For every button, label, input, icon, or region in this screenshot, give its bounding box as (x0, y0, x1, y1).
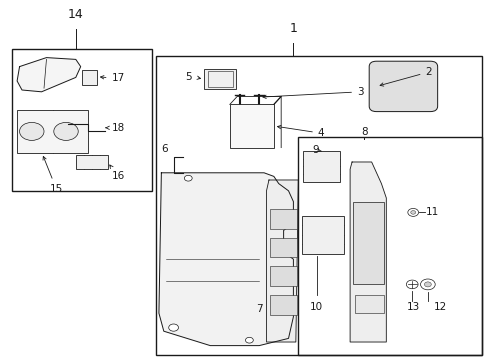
Text: 16: 16 (109, 165, 124, 181)
Circle shape (184, 175, 192, 181)
Bar (229, 104, 273, 148)
Bar (76, 155, 107, 169)
Circle shape (407, 208, 418, 216)
Bar (156, 56, 481, 355)
Text: 13: 13 (406, 302, 419, 312)
Circle shape (20, 122, 44, 140)
Text: 10: 10 (310, 302, 323, 312)
Bar (82, 70, 97, 85)
Polygon shape (17, 58, 81, 92)
Bar (354, 295, 383, 313)
Text: 9: 9 (311, 145, 321, 155)
Text: 5: 5 (185, 72, 192, 82)
Text: 4: 4 (277, 125, 324, 138)
Bar (298, 137, 481, 355)
Circle shape (245, 337, 253, 343)
Circle shape (168, 324, 178, 331)
Circle shape (424, 282, 430, 287)
Text: 6: 6 (161, 144, 168, 154)
Text: 8: 8 (360, 127, 367, 138)
Bar (17, 110, 88, 153)
Bar (303, 151, 339, 182)
Text: 15: 15 (43, 157, 63, 194)
Text: 3: 3 (263, 87, 363, 99)
Circle shape (410, 211, 415, 214)
Text: 17: 17 (101, 73, 124, 84)
Circle shape (54, 122, 78, 140)
Text: 2: 2 (379, 67, 431, 86)
Bar (302, 216, 343, 254)
Polygon shape (159, 173, 293, 346)
FancyBboxPatch shape (368, 61, 437, 112)
Text: 7: 7 (255, 304, 262, 314)
Bar (12, 49, 151, 191)
Bar (207, 72, 232, 87)
Bar (352, 202, 384, 284)
Text: 1: 1 (289, 22, 297, 35)
Bar (269, 238, 297, 257)
Text: 12: 12 (432, 302, 446, 312)
Bar (204, 69, 236, 89)
Text: 11: 11 (425, 207, 438, 217)
Text: 14: 14 (68, 8, 83, 21)
Bar (269, 266, 297, 286)
Circle shape (406, 280, 417, 289)
Text: 18: 18 (105, 123, 124, 133)
Circle shape (420, 279, 434, 290)
Polygon shape (349, 162, 386, 342)
Bar (269, 209, 297, 229)
Polygon shape (266, 180, 298, 342)
Bar (269, 295, 297, 315)
